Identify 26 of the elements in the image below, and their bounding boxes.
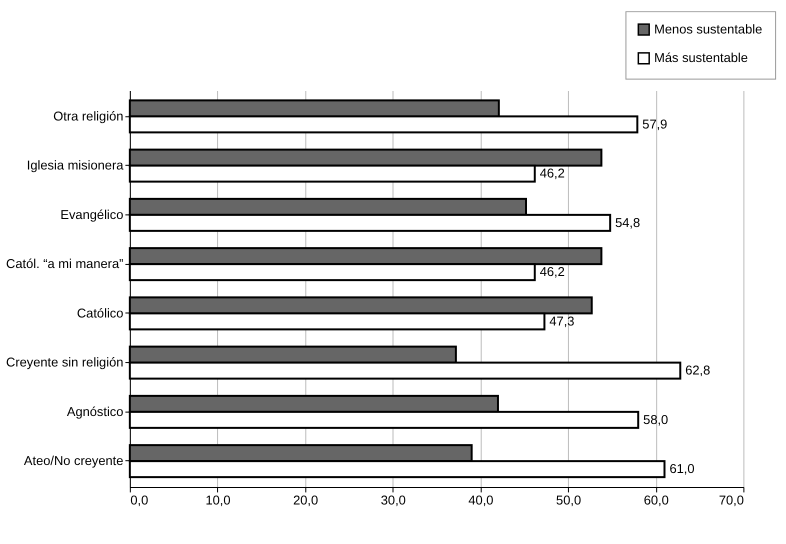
data-label: 46,2 [540, 264, 565, 280]
data-label: 61,0 [669, 461, 695, 476]
y-tick-label: Evangélico [60, 206, 124, 222]
y-tick-label: Católico [76, 305, 124, 320]
x-tick-label: 10,0 [205, 492, 231, 508]
legend-label: Más sustentable [654, 50, 748, 66]
x-tick-label: 40,0 [468, 492, 494, 508]
y-tick-label: Agnóstico [66, 404, 124, 419]
data-label: 54,8 [615, 214, 640, 230]
x-tick-label: 20,0 [293, 492, 318, 508]
y-tick-label: Ateo/No creyente [24, 453, 124, 468]
data-label: 58,0 [643, 412, 668, 427]
legend-label: Menos sustentable [654, 21, 762, 36]
x-tick-label: 30,0 [380, 492, 406, 508]
y-tick-label: Otra religión [53, 108, 124, 124]
data-label: 62,8 [685, 362, 710, 378]
y-tick-label: Catól. “a mi manera” [6, 256, 124, 272]
x-tick-label: 60,0 [644, 492, 669, 508]
x-tick-label: 70,0 [718, 492, 744, 508]
x-tick-label: 0,0 [130, 492, 148, 508]
y-tick-label: Creyente sin religión [6, 354, 124, 370]
data-label: 57,9 [642, 116, 668, 132]
x-tick-label: 50,0 [556, 492, 582, 508]
data-label: 47,3 [549, 313, 574, 328]
data-label: 46,2 [540, 166, 565, 181]
y-tick-label: Iglesia misionera [26, 158, 124, 173]
